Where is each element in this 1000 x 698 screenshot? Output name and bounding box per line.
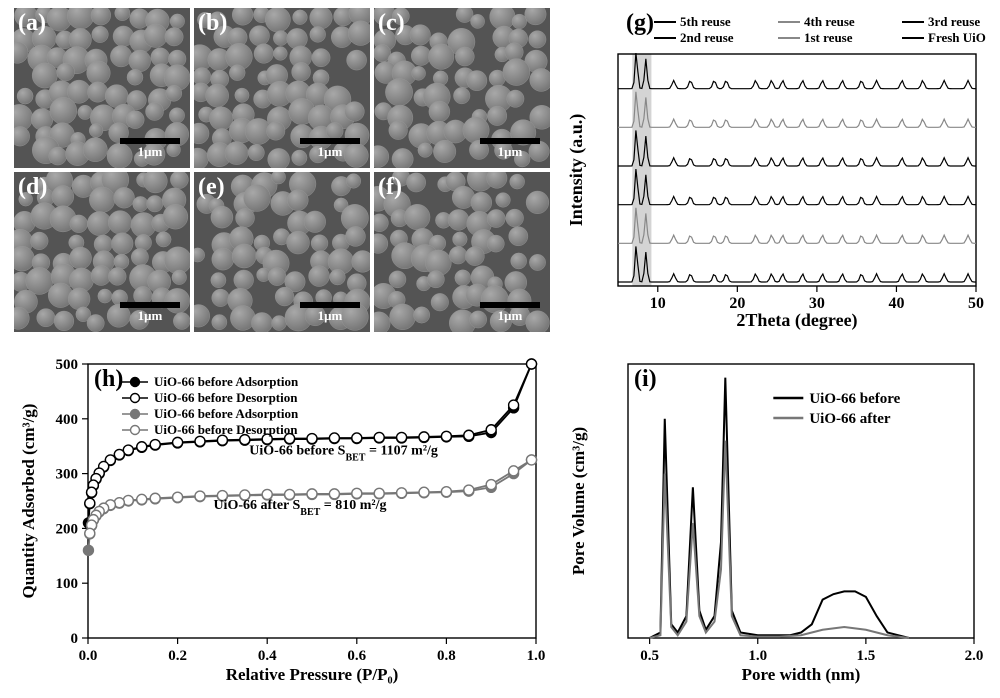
svg-text:2Theta (degree): 2Theta (degree) (736, 310, 857, 331)
svg-text:400: 400 (56, 412, 79, 428)
sem-label-f: (f) (378, 174, 402, 201)
svg-text:0.6: 0.6 (347, 648, 366, 664)
sem-panel-e: (e) 1μm (194, 172, 370, 332)
svg-text:UiO-66 before Adsorption: UiO-66 before Adsorption (154, 374, 299, 389)
svg-text:(i): (i) (634, 366, 657, 392)
svg-text:2.0: 2.0 (965, 648, 984, 664)
svg-text:1.5: 1.5 (857, 648, 876, 664)
sem-grid: (a) 1μm (b) 1μm (c) 1μm (d) 1μm (e) 1μm … (14, 8, 550, 332)
svg-text:200: 200 (56, 521, 79, 537)
svg-text:UiO-66 after: UiO-66 after (809, 411, 891, 427)
svg-text:10: 10 (650, 295, 666, 312)
sem-label-b: (b) (198, 10, 227, 37)
sem-panel-b: (b) 1μm (194, 8, 370, 168)
svg-text:300: 300 (56, 467, 79, 483)
svg-text:Fresh UiO-66: Fresh UiO-66 (928, 30, 986, 45)
scalebar-d: 1μm (120, 302, 180, 324)
svg-text:1st reuse: 1st reuse (804, 30, 853, 45)
sem-label-e: (e) (198, 174, 225, 201)
svg-text:1.0: 1.0 (748, 648, 767, 664)
svg-text:5th reuse: 5th reuse (680, 14, 731, 29)
sem-panel-d: (d) 1μm (14, 172, 190, 332)
svg-text:0.5: 0.5 (640, 648, 659, 664)
scalebar-a: 1μm (120, 138, 180, 160)
svg-text:0.8: 0.8 (437, 648, 456, 664)
svg-text:Relative Pressure (P/P₀): Relative Pressure (P/P₀) (226, 665, 399, 684)
svg-text:4th reuse: 4th reuse (804, 14, 855, 29)
svg-text:Quantity Adsorbed (cm³/g): Quantity Adsorbed (cm³/g) (19, 404, 38, 599)
svg-text:UiO-66 before Adsorption: UiO-66 before Adsorption (154, 406, 299, 421)
sem-panel-f: (f) 1μm (374, 172, 550, 332)
svg-text:Pore width (nm): Pore width (nm) (742, 665, 861, 684)
svg-text:0.2: 0.2 (168, 648, 187, 664)
svg-text:2nd reuse: 2nd reuse (680, 30, 734, 45)
pore-svg: 0.5 1.0 1.5 2.0 Pore width (nm) Pore Volume (… (564, 352, 986, 688)
svg-text:Pore Volume (cm³/g): Pore Volume (cm³/g) (569, 427, 588, 575)
svg-text:3rd reuse: 3rd reuse (928, 14, 980, 29)
svg-text:UiO-66 before Desorption: UiO-66 before Desorption (154, 422, 298, 437)
svg-text:50: 50 (968, 295, 984, 312)
scalebar-c: 1μm (480, 138, 540, 160)
svg-text:0.4: 0.4 (258, 648, 277, 664)
svg-text:0.0: 0.0 (79, 648, 98, 664)
sem-label-c: (c) (378, 10, 405, 37)
svg-text:0: 0 (71, 631, 79, 647)
sem-panel-a: (a) 1μm (14, 8, 190, 168)
xrd-svg: 10203040502Theta (degree)Intensity (a.u.… (564, 8, 986, 332)
svg-text:500: 500 (56, 357, 79, 373)
svg-text:UiO-66 after SBET = 810 m²/g: UiO-66 after SBET = 810 m²/g (213, 498, 386, 517)
sem-label-d: (d) (18, 174, 47, 201)
scalebar-b: 1μm (300, 138, 360, 160)
isotherm-svg: 0.0 0.2 0.4 0.6 0.8 1.0 0 100 200 300 400 500 Relati… (14, 352, 550, 688)
svg-text:Intensity (a.u.): Intensity (a.u.) (566, 114, 587, 227)
sem-label-a: (a) (18, 10, 46, 37)
xrd-panel: 10203040502Theta (degree)Intensity (a.u.… (564, 8, 986, 332)
svg-text:UiO-66 before SBET = 1107 m²/g: UiO-66 before SBET = 1107 m²/g (249, 443, 438, 463)
svg-text:(g): (g) (626, 10, 654, 36)
pore-panel: 0.5 1.0 1.5 2.0 Pore width (nm) Pore Volume (… (564, 352, 986, 688)
svg-text:1.0: 1.0 (527, 648, 546, 664)
sem-panel-c: (c) 1μm (374, 8, 550, 168)
scalebar-f: 1μm (480, 302, 540, 324)
svg-text:UiO-66 before: UiO-66 before (809, 391, 900, 407)
isotherm-panel: 0.0 0.2 0.4 0.6 0.8 1.0 0 100 200 300 400 500 Relati… (14, 352, 550, 688)
svg-text:40: 40 (888, 295, 904, 312)
svg-text:UiO-66 before Desorption: UiO-66 before Desorption (154, 390, 298, 405)
svg-text:(h): (h) (94, 366, 123, 392)
scalebar-e: 1μm (300, 302, 360, 324)
svg-text:100: 100 (56, 576, 79, 592)
